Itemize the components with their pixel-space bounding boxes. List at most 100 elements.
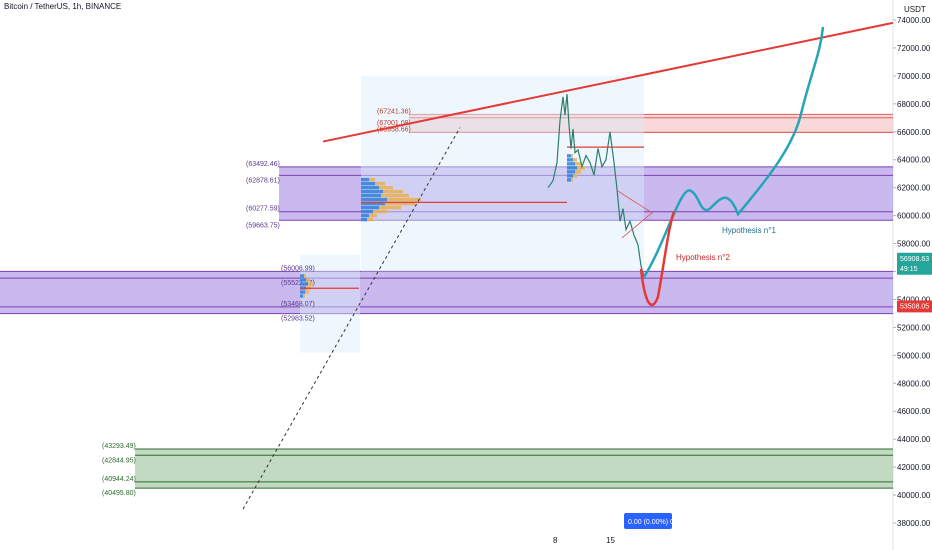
range-box-1 [361, 75, 644, 272]
volume-profile-upper-bar [379, 205, 401, 210]
green-zone-lower [135, 448, 893, 489]
y-tick-label: 74000.00 [897, 16, 931, 25]
volume-profile-right-bar [567, 174, 573, 178]
volume-profile-upper-bar [379, 185, 393, 190]
y-tick-label: 70000.00 [897, 72, 931, 81]
x-tick-label: 15 [606, 536, 615, 545]
volume-profile-upper-bar [375, 181, 385, 186]
price-axis-panel [893, 0, 932, 550]
green-zone-price-label: (43293.49) [102, 443, 136, 450]
purple-lower-price-label: (53468.07) [281, 301, 315, 308]
volume-profile-upper-bar [383, 189, 403, 194]
last-price-tag-text: 49:15 [900, 266, 918, 273]
level-price-tag-bg [897, 300, 932, 313]
volume-profile-upper-bar [387, 197, 421, 202]
volume-profile-right-bar [577, 166, 585, 170]
green-zone-price-label: (40944.24) [102, 476, 136, 483]
volume-profile-right-bar [573, 158, 577, 162]
status-box [624, 513, 672, 529]
volume-profile-upper-bar [361, 189, 383, 194]
volume-profile-right-bar [567, 162, 575, 166]
volume-profile-right-bar [571, 154, 573, 158]
volume-profile-right-bar [567, 158, 573, 162]
hypothesis-2-label: Hypothesis n°2 [676, 253, 730, 262]
purple-zone-lower [0, 270, 893, 315]
dashed-trend-line [242, 127, 461, 510]
range-box-2 [300, 254, 360, 353]
y-tick-label: 42000.00 [897, 463, 931, 472]
volume-profile-lower-bar [300, 274, 304, 278]
purple-upper-price-label: (59663.75) [246, 222, 280, 229]
volume-profile-lower-bar [306, 278, 310, 282]
volume-profile-right-bar [567, 154, 571, 158]
y-tick-label: 64000.00 [897, 156, 931, 165]
volume-profile-right-bar [567, 170, 575, 174]
volume-profile-upper-bar [361, 177, 369, 182]
hypothesis-1-path [642, 26, 825, 278]
y-tick-label: 50000.00 [897, 351, 931, 360]
red-zone-upper [409, 113, 893, 133]
purple-upper-price-label: (62878.61) [246, 177, 280, 184]
last-price-tag-text: 56908.63 [900, 256, 929, 263]
volume-profile-right-bar [567, 166, 577, 170]
volume-profile-upper-bar [361, 193, 381, 198]
volume-profile-lower-bar [300, 290, 305, 294]
triangle-pattern [616, 190, 653, 239]
volume-profile-right-bar [575, 170, 581, 174]
purple-lower-price-label: (55522.77) [281, 280, 315, 287]
volume-profile-lower-bar [300, 294, 303, 298]
volume-profile-upper-bar [373, 209, 387, 214]
y-tick-label: 58000.00 [897, 240, 931, 249]
volume-profile-right-bar [567, 178, 571, 182]
volume-profile-lower-bar [308, 282, 314, 286]
level-price-tag-text: 53508.05 [900, 303, 929, 310]
y-tick-label: 72000.00 [897, 44, 931, 53]
volume-profile-lower-bar [305, 290, 309, 294]
volume-profile-upper-bar [385, 201, 415, 206]
purple-lower-price-label: (56006.99) [281, 265, 315, 272]
volume-profile-upper-bar [361, 201, 385, 206]
last-price-tag: 56908.63 49:15 [897, 252, 932, 275]
hypothesis-1-label: Hypothesis n°1 [722, 226, 776, 235]
y-tick-label: 66000.00 [897, 128, 931, 137]
hypothesis-2-path [639, 211, 676, 307]
green-zone-price-label: (42844.95) [102, 457, 136, 464]
y-tick-label: 54000.00 [897, 295, 931, 304]
y-tick-label: 40000.00 [897, 491, 931, 500]
volume-profile-right-bar [575, 162, 581, 166]
status-box-text: 0.00 (0.00%) 0 [628, 519, 674, 526]
price-candles [547, 93, 645, 278]
purple-upper-price-label: (60277.59) [246, 206, 280, 213]
red-zone-price-label: (67001.08) [377, 120, 411, 127]
volume-profile-upper-bar [369, 177, 375, 182]
volume-profile-upper-bar [361, 217, 367, 222]
volume-profile-upper-bar [369, 213, 377, 218]
volume-profile-right-bar [571, 178, 573, 182]
y-tick-label: 48000.00 [897, 379, 931, 388]
red-zone-price-label: (67241.36) [377, 108, 411, 115]
volume-profile-lower-bar [303, 294, 305, 298]
green-zone-price-label: (40495.80) [102, 490, 136, 497]
volume-profile-upper-bar [361, 197, 387, 202]
y-tick-label: 44000.00 [897, 435, 931, 444]
y-tick-label: 46000.00 [897, 407, 931, 416]
y-tick-label: 62000.00 [897, 184, 931, 193]
y-tick-label: 38000.00 [897, 519, 931, 528]
volume-profile-upper-bar [361, 185, 379, 190]
volume-profile-lower-bar [300, 278, 306, 282]
volume-profile-lower-bar [300, 282, 308, 286]
level-price-tag: 53508.05 [897, 300, 932, 313]
volume-profile-lower-bar [304, 274, 306, 278]
volume-profile-right-bar [573, 174, 577, 178]
volume-profile-upper-bar [361, 209, 373, 214]
trend-line [322, 21, 894, 143]
purple-upper-price-label: (63492.46) [246, 161, 280, 168]
red-zone-price-label: (65958.66) [377, 126, 411, 133]
volume-profile-upper-bar [361, 205, 379, 210]
y-tick-label: 52000.00 [897, 323, 931, 332]
last-price-tag-bg [897, 252, 932, 275]
currency-label: USDT [904, 5, 926, 14]
purple-lower-price-label: (52983.52) [281, 316, 315, 323]
red-zone-upper-fill [409, 114, 893, 133]
